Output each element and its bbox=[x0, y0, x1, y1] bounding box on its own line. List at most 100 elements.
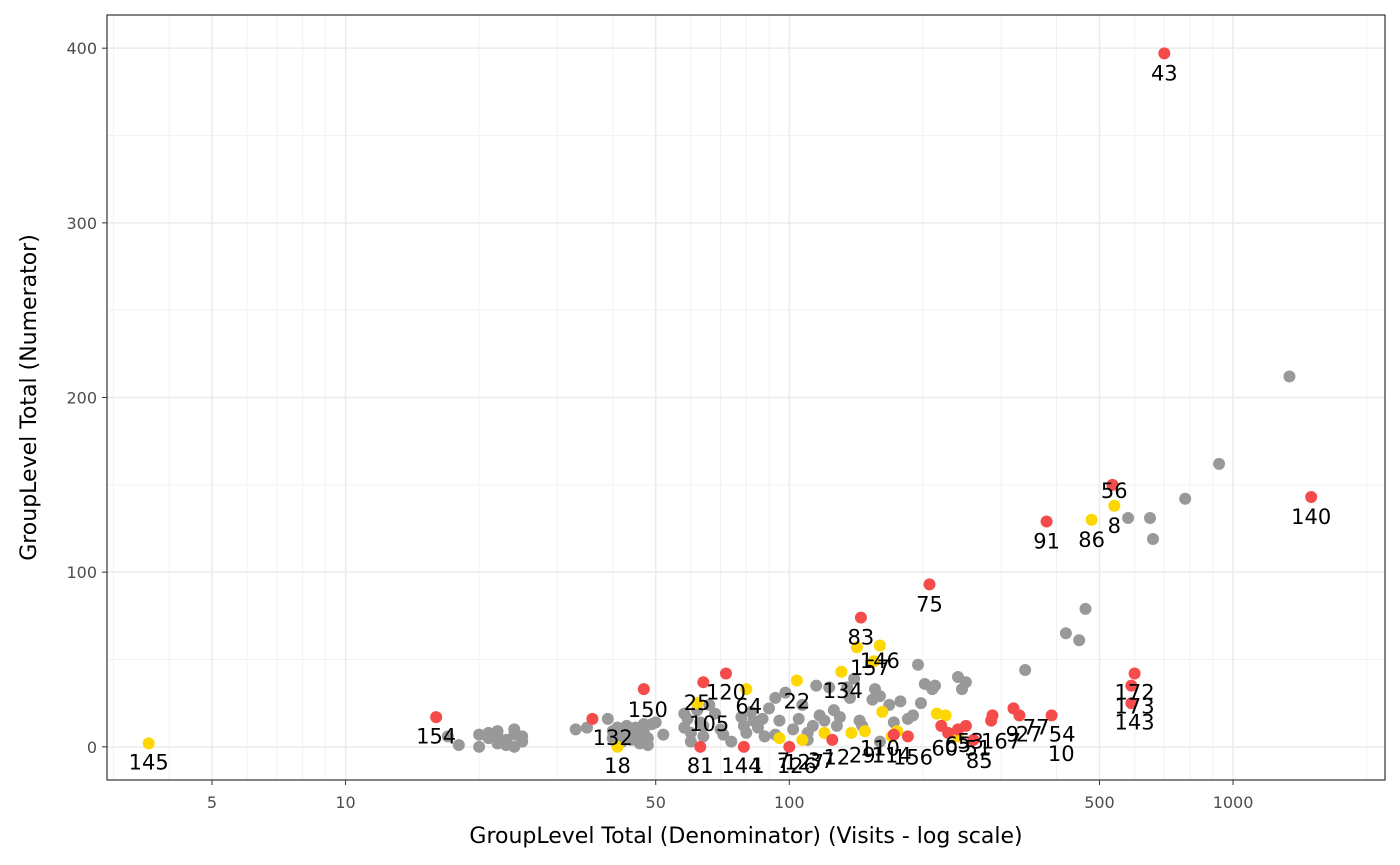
data-point-yellow bbox=[773, 732, 786, 745]
data-point-gray bbox=[823, 681, 836, 694]
data-point-gray bbox=[1283, 370, 1296, 383]
data-point-gray bbox=[1213, 457, 1226, 470]
point-label: 27 bbox=[1016, 723, 1043, 747]
y-tick-label: 300 bbox=[66, 214, 97, 233]
data-point-red bbox=[1125, 697, 1138, 710]
data-point-gray bbox=[1144, 512, 1157, 525]
data-point-gray bbox=[1019, 663, 1032, 676]
data-point-gray bbox=[763, 702, 776, 715]
data-point-red bbox=[1013, 709, 1026, 722]
data-point-red bbox=[986, 709, 999, 722]
x-axis-ticks: 5 10 50 100 500 1000 bbox=[207, 780, 1254, 812]
point-label: 91 bbox=[1033, 530, 1060, 554]
data-point-gray bbox=[756, 712, 769, 725]
data-point-gray bbox=[792, 712, 805, 725]
data-point-yellow bbox=[1108, 499, 1121, 512]
data-point-gray bbox=[697, 719, 710, 732]
data-point-yellow bbox=[796, 733, 809, 746]
x-tick-label: 500 bbox=[1084, 793, 1115, 812]
data-point-gray bbox=[873, 735, 886, 748]
data-point-red bbox=[1305, 491, 1318, 504]
data-point-yellow bbox=[835, 665, 848, 678]
data-point-gray bbox=[1146, 532, 1159, 545]
data-point-gray bbox=[907, 709, 920, 722]
y-axis-ticks: 0 100 200 300 400 bbox=[66, 39, 107, 757]
data-point-gray bbox=[649, 716, 662, 729]
data-point-gray bbox=[848, 672, 861, 685]
point-label: 150 bbox=[628, 698, 668, 722]
point-label: 144 bbox=[721, 754, 761, 778]
data-point-gray bbox=[806, 719, 819, 732]
data-point-red bbox=[637, 683, 650, 696]
data-point-red bbox=[887, 728, 900, 741]
data-point-red bbox=[697, 676, 710, 689]
point-label: 77 bbox=[1023, 716, 1050, 740]
data-point-gray bbox=[843, 691, 856, 704]
point-label: 167 bbox=[981, 730, 1021, 754]
data-point-gray bbox=[818, 714, 831, 727]
point-label: 54 bbox=[1049, 723, 1076, 747]
data-point-gray bbox=[473, 728, 486, 741]
x-tick-label: 50 bbox=[646, 793, 666, 812]
data-point-gray bbox=[641, 739, 654, 752]
data-point-gray bbox=[796, 698, 809, 711]
data-point-yellow bbox=[850, 641, 863, 654]
y-tick-label: 400 bbox=[66, 39, 97, 58]
point-label: 9 bbox=[1006, 723, 1019, 747]
data-point-gray bbox=[681, 712, 694, 725]
data-point-gray bbox=[914, 697, 927, 710]
data-point-red bbox=[967, 733, 980, 746]
data-point-gray bbox=[740, 726, 753, 739]
point-label: 1 bbox=[751, 754, 764, 778]
data-point-gray bbox=[810, 679, 823, 692]
point-label: 56 bbox=[1101, 479, 1128, 503]
data-point-red bbox=[719, 667, 732, 680]
data-point-red bbox=[586, 712, 599, 725]
point-label: 75 bbox=[916, 592, 943, 616]
data-point-yellow bbox=[845, 726, 858, 739]
point-label: 134 bbox=[823, 679, 863, 703]
data-point-gray bbox=[508, 723, 521, 736]
data-point-gray bbox=[912, 658, 925, 671]
point-label: 51 bbox=[964, 737, 991, 761]
data-point-gray bbox=[769, 691, 782, 704]
point-label: 146 bbox=[860, 649, 900, 673]
data-point-red bbox=[1158, 47, 1171, 60]
data-point-gray bbox=[787, 723, 800, 736]
point-label: 65 bbox=[945, 733, 972, 757]
data-point-yellow bbox=[142, 737, 155, 750]
data-point-yellow bbox=[858, 725, 871, 738]
data-point-gray bbox=[580, 721, 593, 734]
point-label: 145 bbox=[129, 751, 169, 775]
data-point-gray bbox=[1122, 512, 1135, 525]
x-tick-label: 5 bbox=[207, 793, 217, 812]
data-point-gray bbox=[657, 728, 670, 741]
data-point-gray bbox=[703, 698, 716, 711]
data-point-gray bbox=[684, 726, 697, 739]
data-point-red bbox=[854, 611, 867, 624]
data-point-gray bbox=[833, 711, 846, 724]
point-label: 110 bbox=[860, 737, 900, 761]
y-tick-label: 200 bbox=[66, 389, 97, 408]
point-label: 43 bbox=[1151, 61, 1178, 85]
data-point-gray bbox=[841, 681, 854, 694]
point-label: 7 bbox=[777, 749, 790, 773]
data-point-yellow bbox=[611, 740, 624, 753]
x-tick-label: 1000 bbox=[1213, 793, 1254, 812]
data-point-gray bbox=[717, 728, 730, 741]
data-point-red bbox=[959, 719, 972, 732]
point-label: 172 bbox=[1115, 681, 1155, 705]
point-label: 105 bbox=[689, 712, 729, 736]
data-point-red bbox=[694, 740, 707, 753]
data-point-yellow bbox=[867, 655, 880, 668]
point-label: 29 bbox=[849, 744, 876, 768]
data-point-gray bbox=[697, 730, 710, 743]
data-point-red bbox=[942, 726, 955, 739]
data-point-gray bbox=[516, 730, 529, 743]
point-label: 81 bbox=[687, 754, 714, 778]
point-label: 53 bbox=[957, 730, 984, 754]
data-point-red bbox=[901, 730, 914, 743]
data-point-gray bbox=[725, 735, 738, 748]
point-label: 86 bbox=[1078, 528, 1105, 552]
data-point-gray bbox=[1179, 492, 1192, 505]
